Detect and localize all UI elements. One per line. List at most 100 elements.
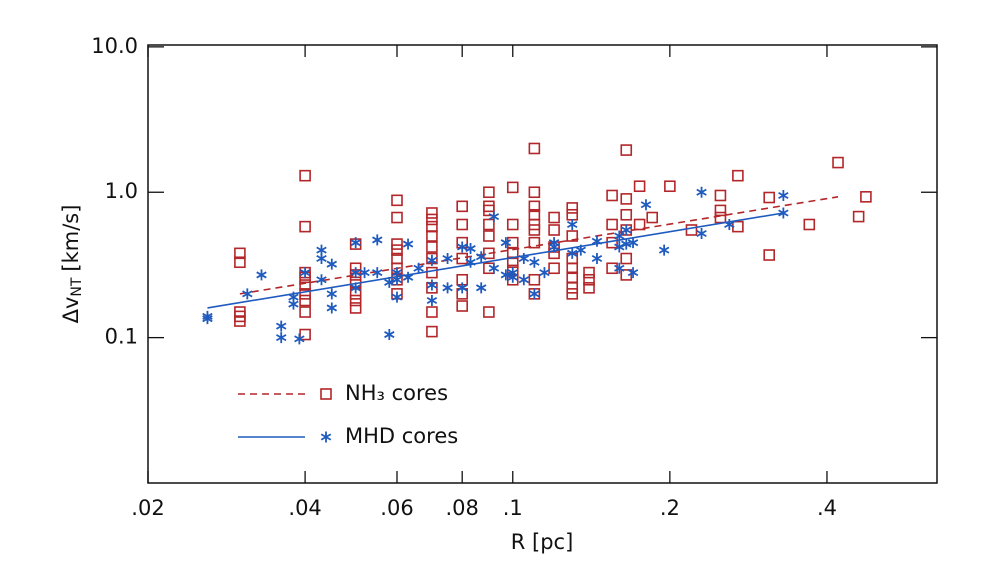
star-marker [488, 211, 500, 223]
square-marker [852, 210, 865, 223]
square-marker [506, 236, 519, 249]
square-marker [620, 144, 633, 156]
star-marker [500, 269, 512, 281]
legend-marker [320, 388, 332, 400]
square-marker [633, 218, 646, 231]
y-axis-title: ΔvNT [km/s] [59, 205, 85, 324]
square-marker [234, 256, 246, 269]
star-marker [627, 237, 639, 249]
star-marker [621, 238, 632, 250]
square-marker [234, 247, 246, 260]
square-marker [566, 262, 579, 275]
square-marker [426, 213, 438, 226]
square-marker [426, 207, 438, 219]
square-marker [714, 204, 727, 217]
star-marker [384, 329, 395, 341]
star-marker [488, 262, 500, 274]
star-marker [275, 320, 287, 332]
square-marker [803, 218, 816, 231]
star-marker [242, 288, 253, 300]
star-marker [350, 237, 361, 249]
star-marker [621, 224, 632, 236]
square-marker [528, 236, 541, 249]
star-marker [402, 238, 414, 250]
square-marker [483, 204, 495, 217]
square-marker [528, 142, 541, 155]
square-marker [299, 169, 311, 182]
star-marker [326, 288, 338, 300]
square-marker [606, 262, 618, 275]
x-tick-label: .04 [288, 496, 321, 520]
star-marker [529, 288, 540, 300]
square-marker [583, 282, 595, 294]
square-marker [299, 306, 311, 318]
star-marker [426, 279, 438, 291]
star-marker [294, 333, 305, 345]
square-marker [299, 220, 311, 233]
y-title-main: Δv [59, 297, 83, 324]
star-marker [507, 271, 519, 283]
star-marker [359, 267, 370, 279]
star-marker [256, 269, 267, 281]
legend-label: MHD cores [345, 424, 458, 448]
star-marker [275, 332, 287, 344]
star-marker [465, 256, 476, 268]
square-marker [299, 279, 311, 291]
square-marker [506, 218, 519, 231]
square-marker [426, 220, 438, 233]
star-marker [575, 244, 587, 256]
square-marker [391, 244, 403, 256]
star-marker [326, 258, 338, 270]
y-tick-label: 1.0 [105, 179, 138, 203]
legend-marker [320, 431, 332, 443]
square-marker [566, 208, 579, 221]
star-marker [627, 267, 639, 279]
square-marker [506, 181, 519, 194]
square-marker [426, 306, 438, 318]
star-marker [316, 253, 327, 265]
star-marker [614, 230, 625, 242]
star-marker [539, 267, 550, 279]
star-marker [384, 276, 395, 288]
star-marker [475, 282, 487, 294]
square-marker [714, 211, 727, 224]
star-marker [426, 254, 438, 266]
square-marker [620, 208, 633, 221]
square-marker [583, 266, 595, 279]
star-marker [288, 298, 299, 310]
square-marker [483, 230, 495, 242]
square-marker [620, 269, 633, 281]
square-marker [483, 200, 495, 213]
legend-label: NH₃ cores [345, 381, 448, 405]
square-marker [633, 180, 646, 193]
star-marker [413, 262, 424, 274]
star-marker [696, 228, 707, 240]
star-marker [640, 199, 652, 211]
square-marker [548, 211, 560, 224]
star-marker [299, 267, 311, 279]
x-tick-label: .08 [445, 496, 478, 520]
fit-line [207, 212, 784, 309]
square-marker [583, 273, 595, 286]
square-marker [234, 315, 246, 327]
square-marker [685, 224, 698, 236]
square-marker [483, 306, 495, 318]
square-marker [566, 202, 579, 214]
square-marker [528, 273, 541, 286]
star-marker [372, 234, 383, 246]
star-marker [402, 271, 414, 283]
square-marker [426, 230, 438, 242]
x-tick-label: .06 [380, 496, 413, 520]
star-marker [778, 207, 789, 219]
square-marker [732, 169, 744, 182]
star-marker [372, 267, 383, 279]
square-marker [620, 193, 633, 205]
star-marker [500, 237, 512, 249]
y-tick-label: 0.1 [105, 325, 138, 349]
star-marker [591, 235, 603, 247]
star-marker [456, 241, 468, 253]
star-marker [566, 247, 578, 259]
square-marker [763, 191, 775, 204]
square-marker [566, 282, 579, 294]
